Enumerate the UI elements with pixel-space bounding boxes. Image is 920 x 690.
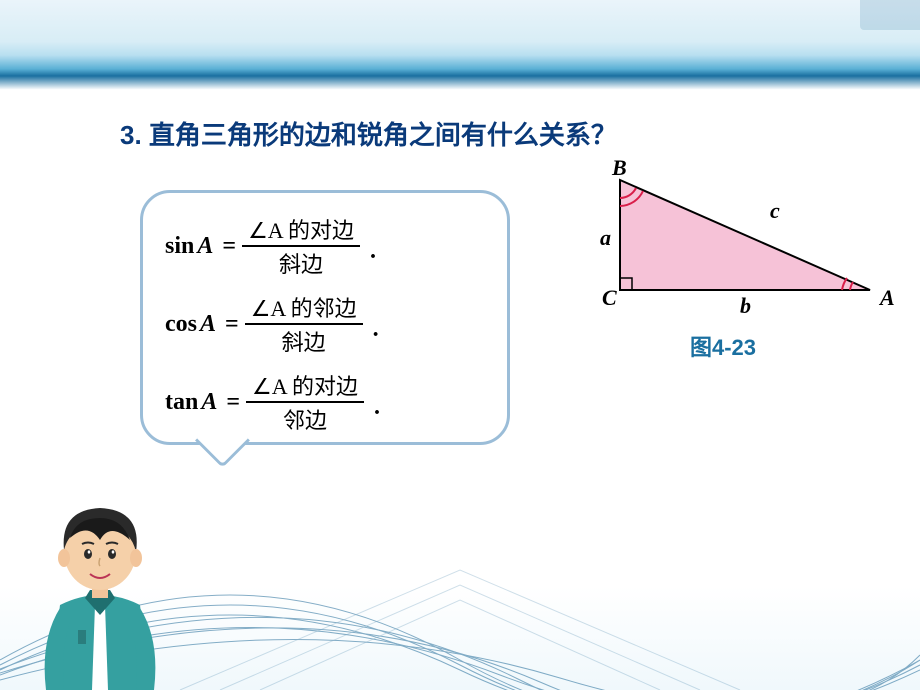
page-title: 3. 直角三角形的边和锐角之间有什么关系？: [120, 115, 617, 152]
denominator: 斜边: [276, 325, 332, 357]
numerator: ∠A 的对边: [242, 213, 360, 247]
watermark-badge: [860, 0, 920, 30]
figure-caption: 图4-23: [690, 330, 756, 362]
vertex-label-A: A: [880, 285, 895, 311]
period: .: [370, 238, 376, 265]
func-label: tan: [165, 389, 198, 416]
func-var: A: [200, 311, 216, 338]
vertex-label-C: C: [602, 285, 617, 311]
side-label-a: a: [600, 225, 611, 251]
equals-sign: =: [226, 389, 240, 416]
denominator: 斜边: [273, 247, 329, 279]
side-label-c: c: [770, 198, 780, 224]
vertex-label-B: B: [612, 155, 627, 181]
period: .: [374, 394, 380, 421]
func-var: A: [197, 233, 213, 260]
formula-bubble: sin A = ∠A 的对边 斜边 . cos A = ∠A 的邻边 斜边 . …: [140, 190, 510, 445]
character-avatar: [10, 440, 190, 690]
side-label-b: b: [740, 293, 751, 319]
formula-tan: tan A = ∠A 的对边 邻边 .: [165, 369, 485, 435]
fraction: ∠A 的邻边 斜边: [245, 291, 363, 357]
fraction: ∠A 的对边 邻边: [246, 369, 364, 435]
equals-sign: =: [222, 233, 236, 260]
numerator: ∠A 的对边: [246, 369, 364, 403]
func-var: A: [201, 389, 217, 416]
equals-sign: =: [225, 311, 239, 338]
denominator: 邻边: [277, 403, 333, 435]
numerator: ∠A 的邻边: [245, 291, 363, 325]
formula-cos: cos A = ∠A 的邻边 斜边 .: [165, 291, 485, 357]
func-label: sin: [165, 233, 194, 260]
formula-sin: sin A = ∠A 的对边 斜边 .: [165, 213, 485, 279]
fraction: ∠A 的对边 斜边: [242, 213, 360, 279]
period: .: [373, 316, 379, 343]
func-label: cos: [165, 311, 197, 338]
